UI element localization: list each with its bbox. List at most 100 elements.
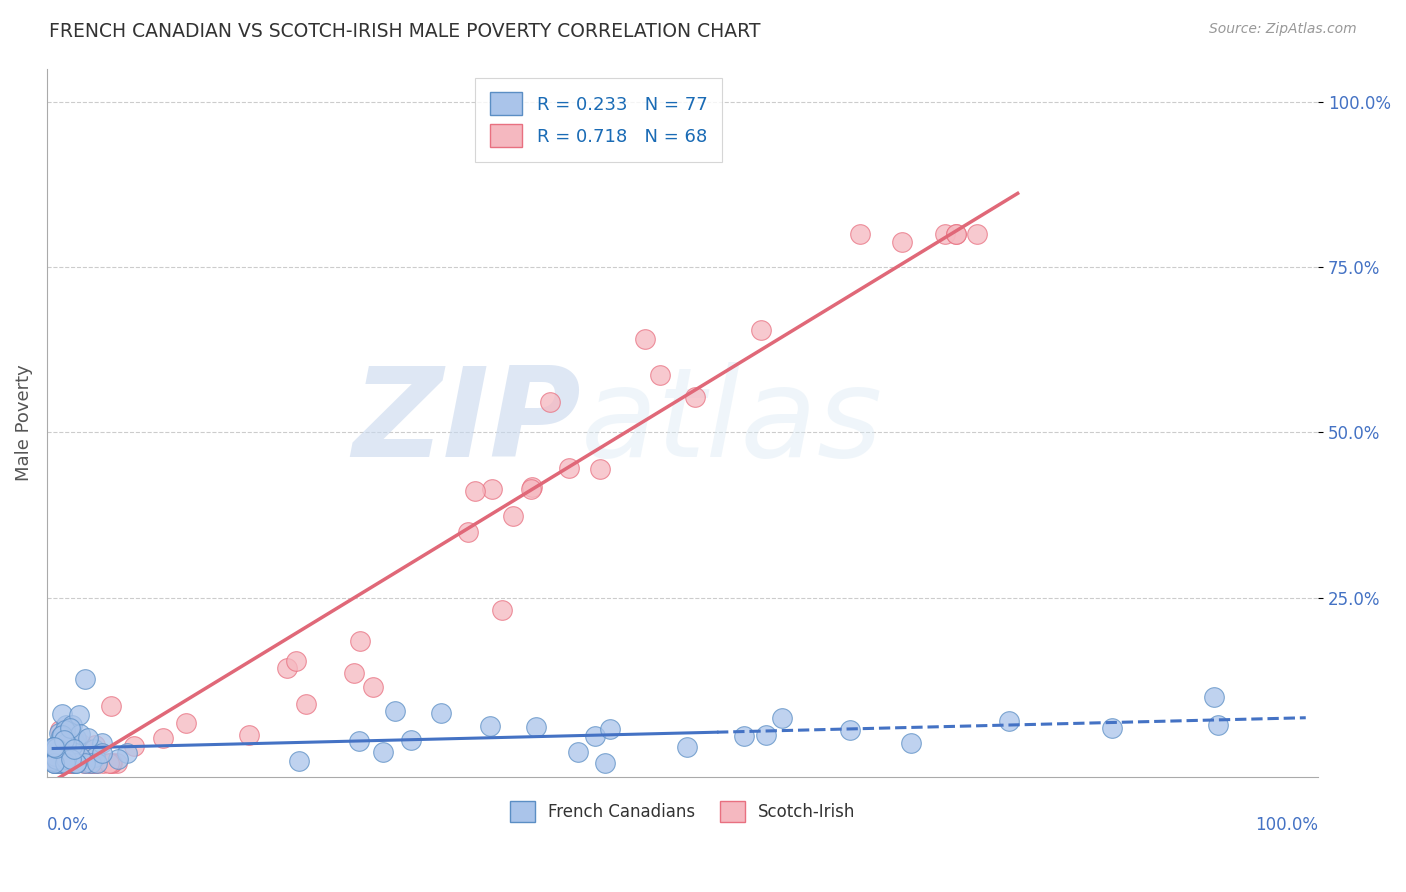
Text: atlas: atlas xyxy=(581,362,883,483)
Point xyxy=(62,718,84,732)
Point xyxy=(51,756,73,771)
Point xyxy=(60,739,83,753)
Point xyxy=(685,390,707,404)
Point xyxy=(174,715,197,730)
Point xyxy=(51,731,73,745)
Point xyxy=(849,227,872,241)
Point xyxy=(1101,721,1123,735)
Point xyxy=(55,756,77,771)
Point xyxy=(48,756,70,771)
Point xyxy=(86,756,108,771)
Point xyxy=(46,742,69,756)
Point xyxy=(58,756,80,771)
Point xyxy=(73,756,96,771)
Point xyxy=(52,732,75,747)
Point xyxy=(55,756,77,770)
Legend: French Canadians, Scotch-Irish: French Canadians, Scotch-Irish xyxy=(503,795,862,829)
Point xyxy=(65,756,87,771)
Point xyxy=(46,756,69,771)
Point xyxy=(91,746,114,760)
Point xyxy=(101,756,124,771)
Point xyxy=(65,756,87,771)
Point xyxy=(52,756,75,771)
Point xyxy=(371,745,394,759)
Point xyxy=(599,722,621,736)
Point xyxy=(80,756,103,770)
Point xyxy=(100,699,122,714)
Point xyxy=(934,227,956,241)
Point xyxy=(56,753,79,767)
Point xyxy=(749,323,772,337)
Y-axis label: Male Poverty: Male Poverty xyxy=(15,364,32,481)
Point xyxy=(384,704,406,718)
Point xyxy=(45,756,67,771)
Point xyxy=(91,756,114,771)
Point xyxy=(45,744,67,758)
Point xyxy=(429,706,451,721)
Point xyxy=(48,756,70,771)
Point xyxy=(755,728,778,742)
Point xyxy=(60,756,83,771)
Point xyxy=(900,735,922,749)
Point xyxy=(238,728,260,742)
Point xyxy=(55,751,77,765)
Point xyxy=(69,727,91,741)
Text: 100.0%: 100.0% xyxy=(1256,815,1319,833)
Point xyxy=(838,723,860,738)
Point xyxy=(53,723,76,737)
Point xyxy=(945,227,967,241)
Point xyxy=(733,729,755,743)
Point xyxy=(77,756,100,771)
Point xyxy=(45,756,67,771)
Point xyxy=(63,742,86,756)
Point xyxy=(589,462,612,476)
Point xyxy=(48,726,70,740)
Point xyxy=(42,756,65,771)
Point xyxy=(52,756,75,771)
Point xyxy=(55,756,77,771)
Point xyxy=(55,756,77,771)
Text: 0.0%: 0.0% xyxy=(46,815,89,833)
Point xyxy=(945,227,967,241)
Text: FRENCH CANADIAN VS SCOTCH-IRISH MALE POVERTY CORRELATION CHART: FRENCH CANADIAN VS SCOTCH-IRISH MALE POV… xyxy=(49,22,761,41)
Point xyxy=(44,756,66,771)
Point xyxy=(122,739,145,754)
Point xyxy=(276,661,298,675)
Point xyxy=(91,736,114,750)
Point xyxy=(63,756,86,770)
Point xyxy=(478,718,501,732)
Point xyxy=(42,754,65,768)
Point xyxy=(538,395,561,409)
Point xyxy=(457,525,479,540)
Point xyxy=(44,756,66,771)
Point xyxy=(648,368,671,383)
Point xyxy=(107,751,129,765)
Point xyxy=(53,755,76,769)
Point xyxy=(52,748,75,763)
Point xyxy=(634,332,657,346)
Point xyxy=(51,756,73,771)
Point xyxy=(491,603,513,617)
Point xyxy=(56,756,79,771)
Point xyxy=(42,740,65,755)
Point xyxy=(42,739,65,754)
Point xyxy=(60,756,83,771)
Point xyxy=(69,750,91,764)
Point xyxy=(520,482,543,496)
Point xyxy=(890,235,912,250)
Point xyxy=(49,743,72,757)
Point xyxy=(343,666,366,681)
Point xyxy=(51,706,73,721)
Point xyxy=(295,697,318,711)
Point xyxy=(361,680,384,694)
Point xyxy=(86,756,108,771)
Point xyxy=(45,756,67,771)
Point xyxy=(55,736,77,750)
Point xyxy=(97,756,120,771)
Point xyxy=(1204,690,1226,704)
Point xyxy=(100,756,122,771)
Point xyxy=(51,749,73,764)
Point xyxy=(60,756,83,771)
Point xyxy=(770,711,793,725)
Point xyxy=(288,754,311,768)
